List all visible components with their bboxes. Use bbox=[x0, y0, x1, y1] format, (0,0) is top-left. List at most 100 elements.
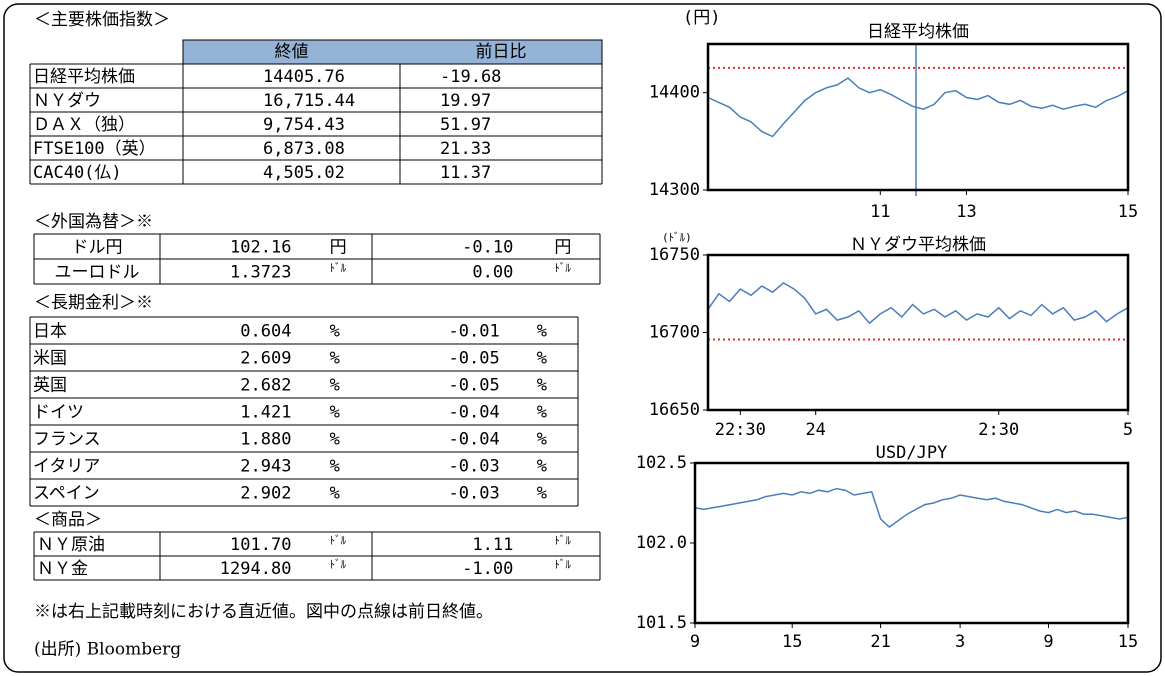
cell-unit: ﾄﾞﾙ bbox=[330, 534, 347, 547]
cell-unit: % bbox=[330, 457, 340, 477]
row-label: イタリア bbox=[33, 457, 100, 477]
row-label: 日本 bbox=[33, 322, 67, 342]
cell-value: 4,505.02 bbox=[263, 163, 345, 183]
cell-value: -0.04 bbox=[449, 430, 500, 450]
row-label: ＮＹ金 bbox=[37, 559, 88, 579]
y-tick-label: 16750 bbox=[649, 245, 700, 265]
cell-unit: % bbox=[537, 403, 547, 423]
cell-value: 2.609 bbox=[240, 349, 291, 369]
cell-value: 9,754.43 bbox=[263, 115, 345, 135]
x-tick-label: 24 bbox=[805, 420, 825, 440]
cell-value: 51.97 bbox=[440, 115, 491, 135]
column-header: 前日比 bbox=[476, 42, 527, 62]
cell-value: -0.03 bbox=[449, 457, 500, 477]
cell-unit: % bbox=[537, 457, 547, 477]
cell-unit: % bbox=[330, 349, 340, 369]
x-tick-label: 22:30 bbox=[715, 420, 766, 440]
cell-value: 0.00 bbox=[472, 263, 513, 283]
x-tick-label: 11 bbox=[870, 202, 890, 222]
row-label: フランス bbox=[33, 430, 101, 450]
y-tick-label: 14400 bbox=[649, 83, 700, 103]
cell-unit: % bbox=[537, 484, 547, 504]
cell-value: 2.943 bbox=[240, 457, 291, 477]
cell-value: 14405.76 bbox=[263, 67, 345, 87]
chart-title: 日経平均株価 bbox=[867, 22, 969, 42]
x-tick-label: 15 bbox=[1118, 632, 1138, 652]
header-fill bbox=[182, 39, 603, 65]
cell-unit: % bbox=[537, 349, 547, 369]
cell-value: 0.604 bbox=[240, 322, 291, 342]
cell-unit: % bbox=[330, 376, 340, 396]
y-tick-label: 16650 bbox=[649, 400, 700, 420]
section-title: ＜外国為替＞※ bbox=[34, 212, 153, 232]
plot-frame bbox=[706, 253, 1130, 412]
cell-value: -1.00 bbox=[462, 559, 513, 579]
frame bbox=[3, 3, 1162, 673]
cell-value: 1.421 bbox=[240, 403, 291, 423]
cell-unit: % bbox=[330, 430, 340, 450]
row-label: ＮＹ原油 bbox=[37, 535, 105, 555]
row-label: FTSE100（英） bbox=[33, 139, 156, 159]
x-tick-label: 21 bbox=[870, 632, 890, 652]
cell-value: 2.902 bbox=[240, 484, 291, 504]
cell-value: 102.16 bbox=[230, 238, 291, 258]
x-tick-label: 2:30 bbox=[978, 420, 1019, 440]
x-tick-label: 9 bbox=[690, 632, 700, 652]
cell-value: 11.37 bbox=[440, 163, 491, 183]
y-axis-label: (円) bbox=[683, 8, 720, 28]
cell-unit: 円 bbox=[330, 238, 347, 258]
row-label: ユーロドル bbox=[55, 263, 140, 283]
cell-unit: % bbox=[537, 430, 547, 450]
cell-value: -0.10 bbox=[462, 238, 513, 258]
y-tick-label: 101.5 bbox=[636, 613, 687, 633]
y-tick-label: 14300 bbox=[649, 180, 700, 200]
row-label: 米国 bbox=[33, 349, 67, 369]
cell-value: 2.682 bbox=[240, 376, 291, 396]
row-label: ＮＹダウ bbox=[33, 91, 101, 111]
cell-value: -0.01 bbox=[449, 322, 500, 342]
cell-unit: % bbox=[537, 376, 547, 396]
cell-unit: % bbox=[537, 322, 547, 342]
y-axis-label: (ﾄﾞﾙ) bbox=[662, 231, 692, 244]
chart-title: ＮＹダウ平均株価 bbox=[850, 235, 986, 255]
price-line bbox=[694, 487, 1129, 528]
cell-value: 21.33 bbox=[440, 139, 491, 159]
plot-frame bbox=[693, 461, 1130, 625]
cell-unit: 円 bbox=[554, 238, 571, 258]
row-label: 日経平均株価 bbox=[33, 67, 135, 87]
section-title: ＜商品＞ bbox=[34, 510, 102, 530]
row-label: 英国 bbox=[33, 376, 67, 396]
cell-value: 1.880 bbox=[240, 430, 291, 450]
source: (出所) Bloomberg bbox=[34, 640, 181, 660]
x-tick-label: 15 bbox=[782, 632, 802, 652]
cell-value: -0.03 bbox=[449, 484, 500, 504]
note: ※は右上記載時刻における直近値。図中の点線は前日終値。 bbox=[34, 602, 493, 622]
x-tick-label: 13 bbox=[956, 202, 976, 222]
price-line bbox=[707, 281, 1129, 325]
cell-value: -0.05 bbox=[449, 349, 500, 369]
cell-unit: ﾄﾞﾙ bbox=[554, 534, 571, 547]
cell-unit: ﾄﾞﾙ bbox=[330, 558, 347, 571]
cell-value: 6,873.08 bbox=[263, 139, 345, 159]
cell-value: 16,715.44 bbox=[263, 91, 355, 111]
cell-unit: ﾄﾞﾙ bbox=[330, 262, 347, 275]
row-label: ドイツ bbox=[33, 403, 84, 423]
cell-value: 1.11 bbox=[472, 535, 513, 555]
row-label: ドル円 bbox=[72, 238, 123, 258]
cell-unit: ﾄﾞﾙ bbox=[554, 262, 571, 275]
cell-value: 1.3723 bbox=[230, 263, 291, 283]
x-tick-label: 9 bbox=[1043, 632, 1053, 652]
cell-value: 101.70 bbox=[230, 535, 291, 555]
price-line bbox=[707, 77, 1129, 138]
y-tick-label: 102.5 bbox=[636, 453, 687, 473]
x-tick-label: 5 bbox=[1123, 420, 1133, 440]
cell-unit: % bbox=[330, 484, 340, 504]
y-tick-label: 16700 bbox=[649, 323, 700, 343]
column-header: 終値 bbox=[275, 42, 309, 62]
row-label: スペイン bbox=[33, 484, 100, 504]
plot-frame bbox=[706, 42, 1130, 192]
x-tick-label: 3 bbox=[955, 632, 965, 652]
cell-value: 19.97 bbox=[440, 91, 491, 111]
row-label: CAC40(仏) bbox=[33, 163, 122, 183]
